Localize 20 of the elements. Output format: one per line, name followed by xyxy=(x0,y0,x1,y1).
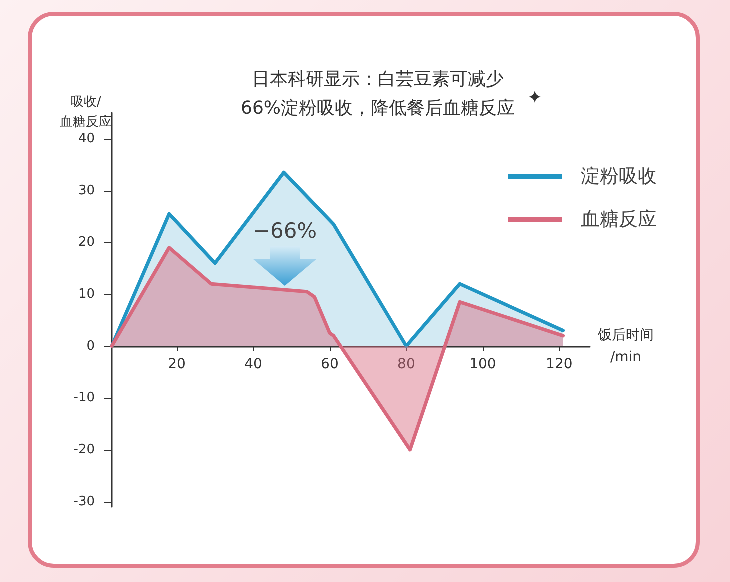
y-tick-label: 40 xyxy=(78,131,95,146)
chart-title: 日本科研显示：白芸豆素可减少 66%淀粉吸收，降低餐后血糖反应 xyxy=(240,69,516,119)
annotation: −66% xyxy=(252,219,318,243)
y-tick-label: -10 xyxy=(74,390,95,406)
y-tick-label: -30 xyxy=(74,494,95,510)
x-tick-label: 20 xyxy=(168,356,186,372)
x-tick-label: 80 xyxy=(398,356,416,372)
x-tick-label: 100 xyxy=(470,356,496,372)
x-tick-label: 120 xyxy=(546,356,573,372)
y-tick-label: 0 xyxy=(86,338,95,354)
x-tick-label: 60 xyxy=(321,356,339,372)
legend-label: 血糖反应 xyxy=(581,208,657,230)
x-tick-label: 40 xyxy=(244,356,262,372)
y-tick-label: 20 xyxy=(78,235,95,250)
x-axis-title: 饭后时间 /min xyxy=(597,327,654,366)
y-tick-label: 10 xyxy=(78,286,95,302)
y-tick-label: -20 xyxy=(74,442,95,458)
y-tick-label: 30 xyxy=(78,183,95,198)
legend-label: 淀粉吸收 xyxy=(581,166,657,188)
y-axis-title: 吸收/ 血糖反应 xyxy=(60,95,112,130)
